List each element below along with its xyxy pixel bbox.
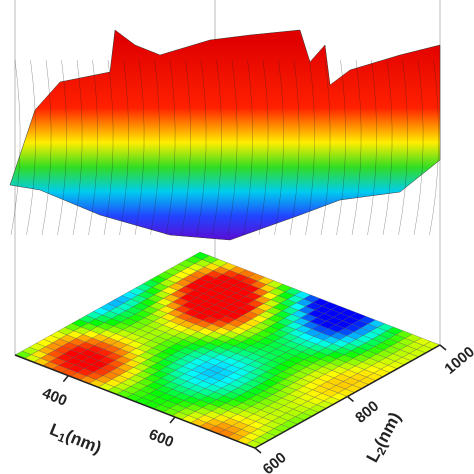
x-tick-label: 400 xyxy=(40,385,70,410)
y-tick-label: 600 xyxy=(260,449,290,474)
y-tick-label: 800 xyxy=(352,398,382,427)
surface xyxy=(9,29,441,241)
x-tick xyxy=(169,416,176,424)
x-tick xyxy=(62,375,69,383)
y-tick xyxy=(254,447,262,454)
x-tick-label: 600 xyxy=(146,426,176,451)
y-tick xyxy=(347,395,354,403)
x-axis-label: L1(nm) xyxy=(46,420,104,459)
y-tick xyxy=(439,344,447,351)
floor-heatmap xyxy=(14,251,441,449)
y-tick-label: 1000 xyxy=(441,343,474,377)
